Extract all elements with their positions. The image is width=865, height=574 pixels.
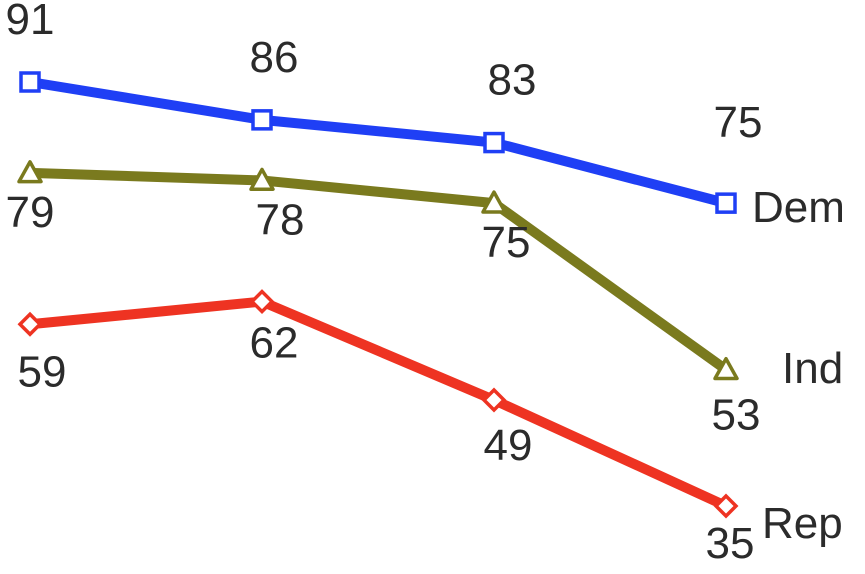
- dem-data-label-4: 75: [714, 98, 763, 147]
- dem-series-line: [25, 77, 731, 209]
- dem-data-label-2: 86: [250, 33, 299, 82]
- ind-point-4: [713, 356, 739, 381]
- ind-series-line: [25, 167, 731, 375]
- ind-data-label-4: 53: [712, 391, 761, 440]
- rep-data-label-1: 59: [18, 347, 67, 396]
- ind-point-1: [17, 160, 43, 184]
- dem-point-1: [19, 71, 41, 93]
- rep-data-label-3: 49: [484, 421, 533, 470]
- dem-series-label: Dem: [752, 183, 845, 232]
- ind-point-3: [481, 190, 507, 214]
- rep-series-label: Rep: [762, 499, 843, 548]
- dem-point-3: [483, 131, 505, 154]
- ind-data-label-3: 75: [482, 218, 531, 267]
- dem-data-label-1: 91: [6, 0, 55, 44]
- dem-point-2: [251, 109, 273, 131]
- ind-data-label-1: 79: [6, 188, 55, 237]
- dem-point-4: [715, 192, 737, 214]
- rep-data-label-4: 35: [706, 519, 755, 568]
- rep-point-1: [17, 311, 43, 337]
- ind-data-label-2: 78: [256, 195, 305, 244]
- ind-series-label: Ind: [782, 344, 843, 393]
- rep-data-label-2: 62: [250, 319, 299, 368]
- dem-data-label-3: 83: [488, 56, 537, 105]
- ind-point-2: [249, 167, 275, 191]
- rep-point-4: [713, 493, 739, 519]
- rep-point-3: [481, 387, 507, 413]
- rep-point-2: [249, 289, 275, 315]
- rep-series-line: [25, 296, 731, 511]
